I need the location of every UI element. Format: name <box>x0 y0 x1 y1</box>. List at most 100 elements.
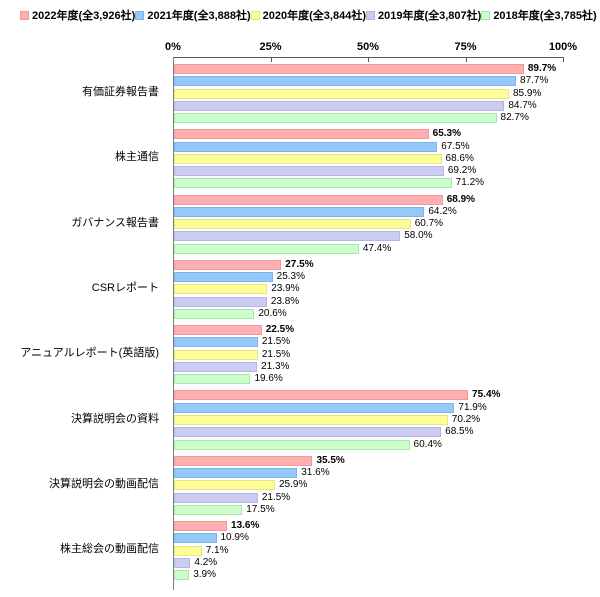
legend-label: 2020年度(全3,844社) <box>262 10 366 22</box>
legend-label: 2022年度(全3,926社) <box>32 10 136 22</box>
category-label: 株主通信 <box>115 151 159 164</box>
x-tick-label: 100% <box>548 41 578 53</box>
bar-value-label: 60.4% <box>413 438 442 450</box>
bar-row: 23.8% <box>174 295 564 307</box>
bar-value-label: 69.2% <box>447 165 477 177</box>
bar-row: 25.9% <box>174 479 564 491</box>
category-label: 株主総会の動画配信 <box>60 543 159 556</box>
category-label: アニュアルレポート(英語版) <box>20 347 159 360</box>
bar <box>174 141 438 152</box>
bar-row: 68.9% <box>174 193 564 205</box>
bar-row: 60.7% <box>174 218 564 230</box>
x-tick-label: 75% <box>454 41 477 53</box>
bar-value-label: 87.7% <box>520 75 549 87</box>
legend-swatch-icon <box>365 10 375 20</box>
bar-group: 89.7% 87.7% 85.9% 84.7% 82.7% <box>174 60 564 125</box>
x-tick-mark <box>465 58 467 62</box>
bar-value-label: 25.9% <box>279 479 308 491</box>
bar-value-label: 67.5% <box>441 140 470 152</box>
bar <box>174 100 505 111</box>
bar-row: 17.5% <box>174 503 564 515</box>
bar-value-label: 31.6% <box>301 467 330 479</box>
bar-row: 75.4% <box>174 389 564 401</box>
category-label: CSRレポート <box>91 282 159 295</box>
bar <box>174 64 524 74</box>
legend-swatch-icon <box>481 10 491 20</box>
bar <box>174 259 282 270</box>
bar-row: 87.7% <box>174 75 564 87</box>
bar-value-label: 3.9% <box>193 569 216 581</box>
x-tick-label: 25% <box>259 41 282 53</box>
bar-value-label: 22.5% <box>265 324 295 336</box>
legend-item: 2018年度(全3,785社) <box>481 7 597 23</box>
bar-value-label: 68.6% <box>445 152 474 164</box>
bar-group: 22.5% 21.5% 21.5% 21.3% 19.6% <box>174 321 564 386</box>
bar <box>174 153 442 164</box>
bar-group: 75.4% 71.9% 70.2% 68.5% 60.4% <box>174 386 564 451</box>
x-tick-label: 0% <box>165 41 181 53</box>
bar <box>174 219 411 230</box>
bar-value-label: 21.3% <box>261 361 290 373</box>
bar <box>174 166 444 177</box>
category-label: ガバナンス報告書 <box>71 216 159 229</box>
bar <box>174 402 455 413</box>
legend-swatch-icon <box>20 10 29 20</box>
bar <box>174 390 469 401</box>
legend-swatch-icon <box>135 10 145 20</box>
legend-label: 2018年度(全3,785社) <box>493 10 597 22</box>
bar-row: 7.1% <box>174 545 564 556</box>
bar <box>174 521 228 532</box>
bar-row: 31.6% <box>174 467 564 479</box>
bar <box>174 349 258 360</box>
bar-value-label: 27.5% <box>285 258 314 270</box>
x-tick-mark <box>270 58 272 62</box>
bar-value-label: 89.7% <box>527 63 557 74</box>
bar <box>174 480 275 491</box>
bar <box>174 337 258 348</box>
bar-value-label: 35.5% <box>316 454 345 466</box>
bar-value-label: 19.6% <box>254 373 283 385</box>
bar-row: 68.5% <box>174 427 564 438</box>
bar-value-label: 4.2% <box>194 556 218 568</box>
bar-group: 13.6% 10.9% 7.1% 4.2% 3.9% <box>174 517 564 582</box>
bar-row: 25.3% <box>174 272 564 283</box>
bar-value-label: 60.7% <box>414 218 444 230</box>
bar-value-label: 21.5% <box>261 336 291 348</box>
legend-item: 2019年度(全3,807社) <box>365 7 481 23</box>
bar-value-label: 13.6% <box>231 520 260 532</box>
bar <box>174 309 255 320</box>
bar <box>174 455 313 466</box>
legend-item: 2021年度(全3,888社) <box>135 7 251 23</box>
bar-value-label: 21.5% <box>261 348 291 360</box>
bar-value-label: 85.9% <box>513 87 542 99</box>
bar-value-label: 47.4% <box>362 242 392 254</box>
x-tick-mark <box>563 58 564 62</box>
bar-row: 21.5% <box>174 336 564 348</box>
bar <box>174 545 202 556</box>
bar-row: 27.5% <box>174 258 564 270</box>
bar-row: 71.2% <box>174 177 564 189</box>
bar-value-label: 17.5% <box>246 503 275 515</box>
legend-label: 2021年度(全3,888社) <box>147 10 251 22</box>
bar <box>174 88 509 99</box>
bar <box>174 362 258 373</box>
bar <box>174 76 517 87</box>
y-axis-line <box>173 57 174 590</box>
bar-row: 21.5% <box>174 491 564 503</box>
category-label: 決算説明会の資料 <box>71 412 159 425</box>
bar-value-label: 23.8% <box>270 295 300 307</box>
bar-row: 21.5% <box>174 348 564 360</box>
bar-value-label: 75.4% <box>472 389 501 401</box>
bar-row: 21.3% <box>174 361 564 373</box>
legend-item: 2022年度(全3,926社) <box>20 7 135 23</box>
bar-value-label: 65.3% <box>432 128 462 140</box>
bar <box>174 296 267 307</box>
bar-value-label: 68.9% <box>446 193 476 205</box>
bar-value-label: 21.5% <box>261 491 291 503</box>
bar <box>174 374 251 385</box>
bar-value-label: 71.2% <box>455 177 485 189</box>
bar-row: 70.2% <box>174 415 564 426</box>
bar-row: 85.9% <box>174 87 564 99</box>
bar-row: 35.5% <box>174 454 564 466</box>
bar-row: 58.0% <box>174 231 564 242</box>
